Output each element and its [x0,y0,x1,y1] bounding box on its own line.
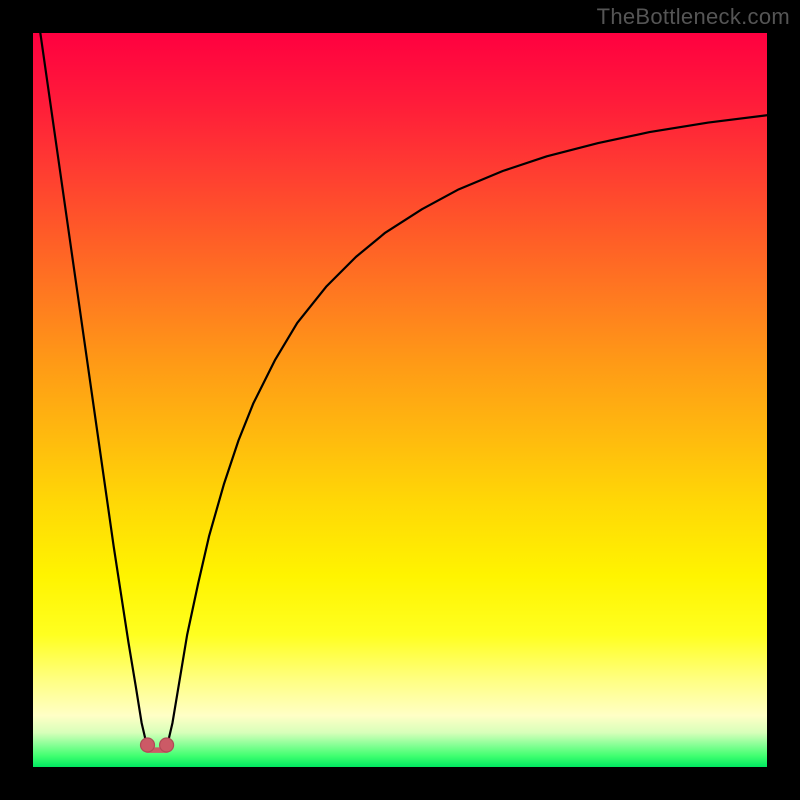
watermark-text: TheBottleneck.com [597,4,790,30]
trough-marker [160,738,174,752]
chart-container: TheBottleneck.com [0,0,800,800]
trough-marker [141,738,155,752]
chart-background [33,33,767,767]
bottleneck-chart [0,0,800,800]
